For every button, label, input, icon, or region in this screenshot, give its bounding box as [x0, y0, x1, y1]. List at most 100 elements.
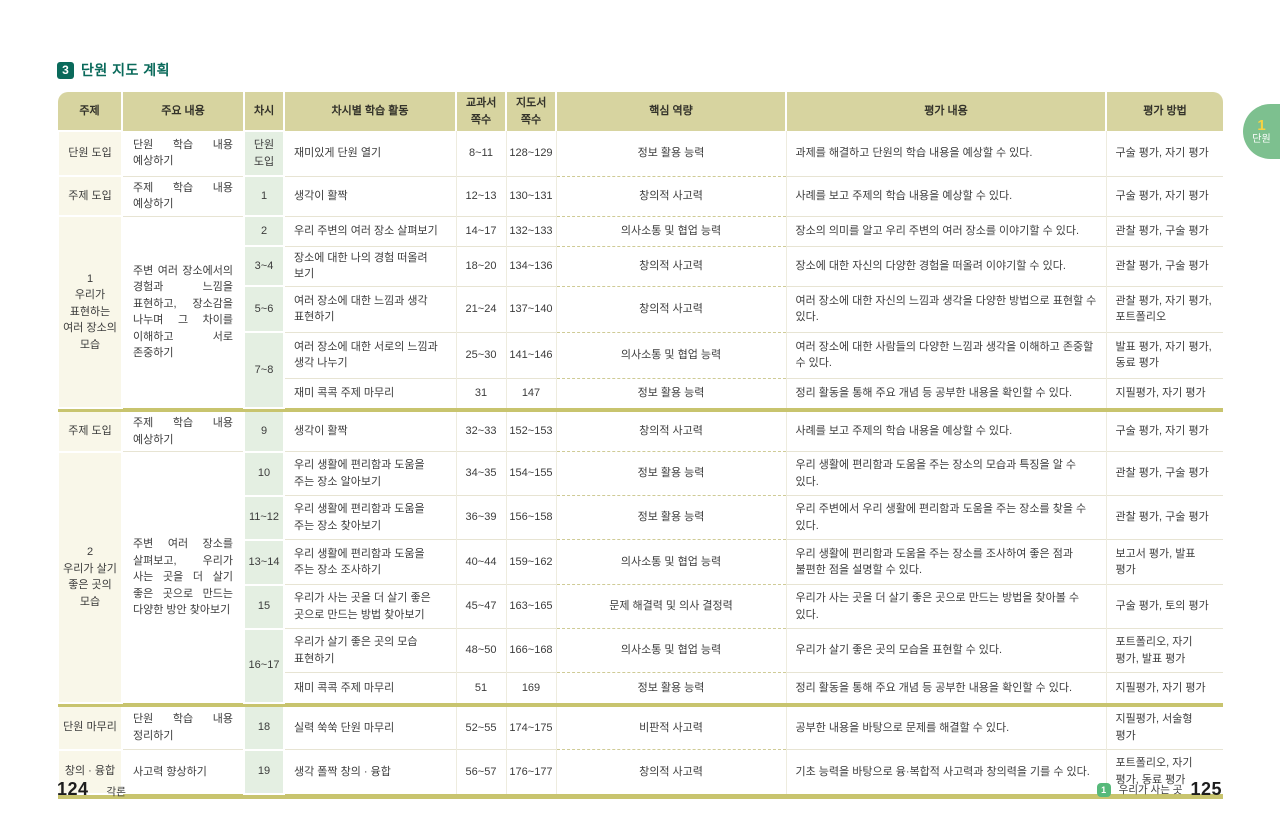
cell-lesson: 13~14 [243, 538, 285, 586]
table-row: 단원 마무리 단원 학습 내용 정리하기 18 실력 쑥쑥 단원 마무리 52~… [57, 706, 1223, 751]
page-number-left: 124 [57, 779, 89, 799]
cell-competency: 창의적 사고력 [555, 175, 786, 216]
cell-activity: 여러 장소에 대한 서로의 느낌과 생각 나누기 [283, 331, 456, 378]
header-activity: 차시별 학습 활동 [283, 92, 456, 131]
cell-evaluation: 여러 장소에 대한 사람들의 다양한 느낌과 생각을 이해하고 존중할 수 있다… [785, 331, 1106, 378]
cell-lesson: 1 [243, 175, 285, 217]
table-row: 16~17 우리가 살기 좋은 곳의 모습 표현하기 48~50 166~168… [58, 627, 1223, 704]
cell-activity: 장소에 대한 나의 경험 떠올려 보기 [283, 245, 456, 286]
cell-competency: 의사소통 및 협업 능력 [555, 215, 786, 246]
cell-competency: 의사소통 및 협업 능력 [555, 539, 786, 585]
header-textbook-pages: 교과서 쪽수 [455, 92, 506, 131]
cell-guide-pages: 176~177 [505, 749, 556, 794]
cell-textbook-pages: 34~35 [455, 451, 506, 496]
cell-evaluation: 우리 생활에 편리함과 도움을 주는 장소의 모습과 특징을 알 수 있다. [785, 451, 1106, 496]
cell-method: 관찰 평가, 구술 평가 [1105, 495, 1223, 540]
cell-competency: 문제 해결력 및 의사 결정력 [555, 584, 786, 629]
header-content: 주요 내용 [121, 92, 244, 131]
cell-activity: 생각 폴짝 창의 · 융합 [283, 749, 456, 794]
cell-activity: 재미 콕콕 주제 마무리 [283, 672, 456, 703]
cell-lesson: 단원 도입 [243, 130, 285, 177]
cell-evaluation: 우리가 살기 좋은 곳의 모습을 표현할 수 있다. [785, 628, 1106, 673]
cell-competency: 정보 활용 능력 [555, 451, 786, 496]
unit-tab-label: 단원 [1252, 134, 1271, 146]
cell-competency: 정보 활용 능력 [555, 672, 786, 703]
cell-activity: 재미있게 단원 열기 [283, 131, 456, 176]
cell-content: 단원 학습 내용 정리하기 [133, 713, 233, 742]
table-row: 3~4 장소에 대한 나의 경험 떠올려 보기 18~20 134~136 창의… [58, 245, 1223, 287]
cell-topic: 창의 · 융합 [57, 748, 123, 795]
header-topic: 주제 [58, 92, 122, 131]
cell-activity: 여러 장소에 대한 느낌과 생각 표현하기 [283, 285, 456, 332]
unit-tab-number: 1 [1257, 116, 1266, 134]
cell-textbook-pages: 21~24 [455, 285, 506, 332]
cell-evaluation: 우리 생활에 편리함과 도움을 주는 장소를 조사하여 좋은 점과 불편한 점을… [785, 539, 1106, 585]
section-title-text: 단원 지도 계획 [81, 62, 171, 78]
cell-guide-pages: 174~175 [505, 706, 556, 750]
cell-textbook-pages: 18~20 [455, 245, 506, 286]
topic-text: 우리가 표현하는 여러 장소의 모습 [63, 289, 117, 351]
cell-method: 관찰 평가, 구술 평가 [1105, 245, 1223, 286]
cell-textbook-pages: 25~30 [455, 331, 506, 378]
cell-guide-pages: 147 [505, 377, 556, 408]
cell-method: 구술 평가, 자기 평가 [1105, 412, 1223, 452]
cell-lesson: 9 [243, 412, 285, 453]
cell-method: 관찰 평가, 구술 평가 [1105, 215, 1223, 246]
footer-left-label: 각론 [106, 786, 126, 798]
unit-side-tab: 1 단원 [1243, 104, 1280, 159]
cell-activity: 생각이 활짝 [283, 175, 456, 216]
cell-method: 포트폴리오, 자기 평가, 발표 평가 [1105, 628, 1223, 673]
cell-textbook-pages: 48~50 [455, 628, 506, 673]
cell-competency: 정보 활용 능력 [555, 131, 786, 176]
cell-method: 지필평가, 자기 평가 [1105, 672, 1223, 703]
cell-method: 구술 평가, 자기 평가 [1105, 131, 1223, 176]
header-evaluation: 평가 내용 [785, 92, 1106, 131]
unit-plan-table: 주제 주요 내용 차시 차시별 학습 활동 교과서 쪽수 지도서 쪽수 핵심 역… [57, 92, 1223, 799]
cell-textbook-pages: 40~44 [455, 539, 506, 585]
cell-evaluation: 과제를 해결하고 단원의 학습 내용을 예상할 수 있다. [785, 131, 1106, 176]
table-row: 주제 도입 주제 학습 내용 예상하기 1 생각이 활짝 12~13 130~1… [57, 175, 1223, 217]
cell-evaluation: 장소의 의미를 알고 우리 주변의 여러 장소를 이야기할 수 있다. [785, 215, 1106, 246]
cell-evaluation: 정리 활동을 통해 주요 개념 등 공부한 내용을 확인할 수 있다. [785, 377, 1106, 408]
cell-guide-pages: 159~162 [505, 539, 556, 585]
cell-activity: 우리 주변의 여러 장소 살펴보기 [283, 215, 456, 246]
topic-text: 우리가 살기 좋은 곳의 모습 [63, 562, 117, 608]
table-bottom-rule [58, 793, 1223, 799]
cell-competency: 비판적 사고력 [555, 706, 786, 750]
cell-textbook-pages: 14~17 [455, 215, 506, 246]
table-row: 7~8 여러 장소에 대한 서로의 느낌과 생각 나누기 25~30 141~1… [58, 331, 1223, 409]
cell-textbook-pages: 45~47 [455, 584, 506, 629]
section-number-badge: 3 [57, 61, 74, 79]
cell-lesson: 15 [243, 583, 285, 630]
cell-guide-pages: 141~146 [505, 331, 556, 378]
cell-activity: 우리가 사는 곳을 더 살기 좋은 곳으로 만드는 방법 찾아보기 [283, 584, 456, 629]
header-guide-pages: 지도서 쪽수 [505, 92, 556, 131]
cell-lesson: 19 [243, 748, 285, 795]
table-row: 2 우리가 살기 좋은 곳의 모습 주변 여러 장소를 살펴보고, 우리가 사는… [57, 450, 1223, 704]
table-row: 15 우리가 사는 곳을 더 살기 좋은 곳으로 만드는 방법 찾아보기 45~… [58, 583, 1223, 630]
cell-competency: 창의적 사고력 [555, 285, 786, 332]
cell-guide-pages: 152~153 [505, 412, 556, 452]
cell-lesson: 16~17 [243, 627, 285, 704]
cell-content: 사고력 향상하기 [122, 749, 244, 794]
cell-content: 주제 학습 내용 예상하기 [122, 175, 244, 216]
cell-topic: 주제 도입 [57, 175, 123, 217]
cell-competency: 창의적 사고력 [555, 412, 786, 452]
cell-topic: 단원 도입 [57, 130, 123, 177]
header-competency: 핵심 역량 [555, 92, 786, 131]
topic-number: 1 [86, 272, 94, 285]
cell-guide-pages: 130~131 [505, 175, 556, 216]
header-method: 평가 방법 [1105, 92, 1223, 131]
cell-textbook-pages: 36~39 [455, 495, 506, 540]
footer-right-label: 우리가 사는 곳 [1118, 784, 1183, 796]
section-title: 3 단원 지도 계획 [57, 60, 170, 80]
cell-method: 포트폴리오, 자기 평가, 동료 평가 [1105, 749, 1223, 794]
cell-evaluation: 사례를 보고 주제의 학습 내용을 예상할 수 있다. [785, 412, 1106, 452]
table-row: 주제 도입 주제 학습 내용 예상하기 9 생각이 활짝 32~33 152~1… [57, 412, 1223, 453]
cell-topic: 주제 도입 [57, 412, 123, 453]
cell-method: 보고서 평가, 발표 평가 [1105, 539, 1223, 585]
cell-content: 주제 학습 내용 예상하기 [133, 417, 233, 446]
cell-evaluation: 우리가 사는 곳을 더 살기 좋은 곳으로 만드는 방법을 찾아볼 수 있다. [785, 584, 1106, 629]
cell-content: 주변 여러 장소를 살펴보고, 우리가 사는 곳을 더 살기 좋은 곳으로 만드… [122, 451, 244, 703]
cell-guide-pages: 132~133 [505, 215, 556, 246]
